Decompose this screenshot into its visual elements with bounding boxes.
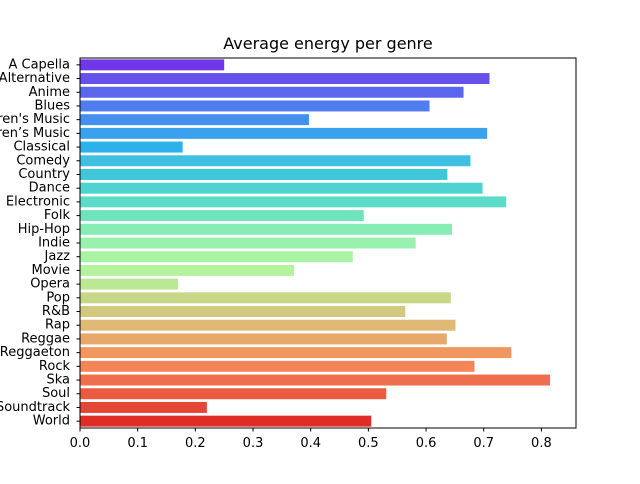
y-tick-label: Rock [39,359,71,374]
bar-8 [80,169,448,180]
y-tick-label: Dance [29,181,70,196]
y-tick-label: Hip-Hop [18,222,70,237]
chart-title: Average energy per genre [223,34,433,53]
bar-0 [80,59,225,71]
y-tick-labels: A CapellaAlternativeAnimeBluesChildren's… [0,57,80,429]
bar-21 [80,347,512,359]
y-tick-label: Movie [32,263,70,278]
x-tick-label: 0.3 [243,436,264,451]
x-tick-label: 0.0 [70,436,91,451]
bar-24 [80,388,387,400]
x-tick-label: 0.4 [300,436,321,451]
y-tick-label: Soul [42,386,70,401]
x-ticks: 0.0 0.1 0.2 0.3 0.4 0.5 0.6 0.7 0.8 [70,428,552,451]
bar-11 [80,210,364,222]
bar-19 [80,319,456,331]
bar-9 [80,182,483,194]
bar-17 [80,292,451,304]
x-tick-label: 0.5 [358,436,379,451]
y-tick-label: World [33,414,70,429]
y-tick-label: R&B [42,304,70,319]
y-tick-label: Ska [46,373,70,388]
bar-4 [80,114,309,126]
bar-13 [80,237,416,249]
plot-frame [79,57,577,429]
y-tick-label: Comedy [16,153,70,168]
bars-group [80,59,551,427]
y-tick-label: Opera [30,277,70,292]
y-tick-label: Reggae [21,331,70,346]
y-tick-label: Folk [44,208,71,223]
bar-20 [80,333,447,345]
y-tick-label: Children’s Music [0,126,70,141]
y-tick-label: Pop [46,290,70,305]
y-tick-label: Classical [13,140,70,155]
bar-12 [80,223,452,235]
y-tick-label: Soundtrack [0,400,70,415]
bar-5 [80,127,488,139]
bar-2 [80,86,464,98]
bar-6 [80,141,183,153]
y-tick-label: Country [18,167,70,182]
bar-16 [80,278,179,290]
y-tick-label: Electronic [6,194,70,209]
bar-10 [80,196,507,208]
y-tick-label: Rap [45,318,70,333]
bar-1 [80,73,490,85]
y-tick-label: A Capella [8,57,70,72]
bar-22 [80,360,475,372]
bar-15 [80,264,294,276]
x-tick-label: 0.8 [531,436,552,451]
y-tick-label: Children's Music [0,112,70,127]
y-tick-label: Indie [38,236,70,251]
bar-23 [80,374,551,386]
y-tick-label: Reggaeton [0,345,70,360]
x-tick-label: 0.6 [416,436,437,451]
bar-18 [80,306,406,317]
bar-7 [80,155,471,167]
y-tick-label: Anime [29,85,70,100]
bar-25 [80,401,207,413]
bar-26 [80,415,372,427]
y-tick-label: Jazz [44,249,71,264]
y-tick-label: Alternative [0,71,70,86]
bar-3 [80,100,430,112]
x-tick-label: 0.7 [473,436,494,451]
x-tick-label: 0.1 [127,436,148,451]
x-tick-label: 0.2 [185,436,206,451]
bar-14 [80,251,353,263]
y-tick-label: Blues [34,98,70,113]
